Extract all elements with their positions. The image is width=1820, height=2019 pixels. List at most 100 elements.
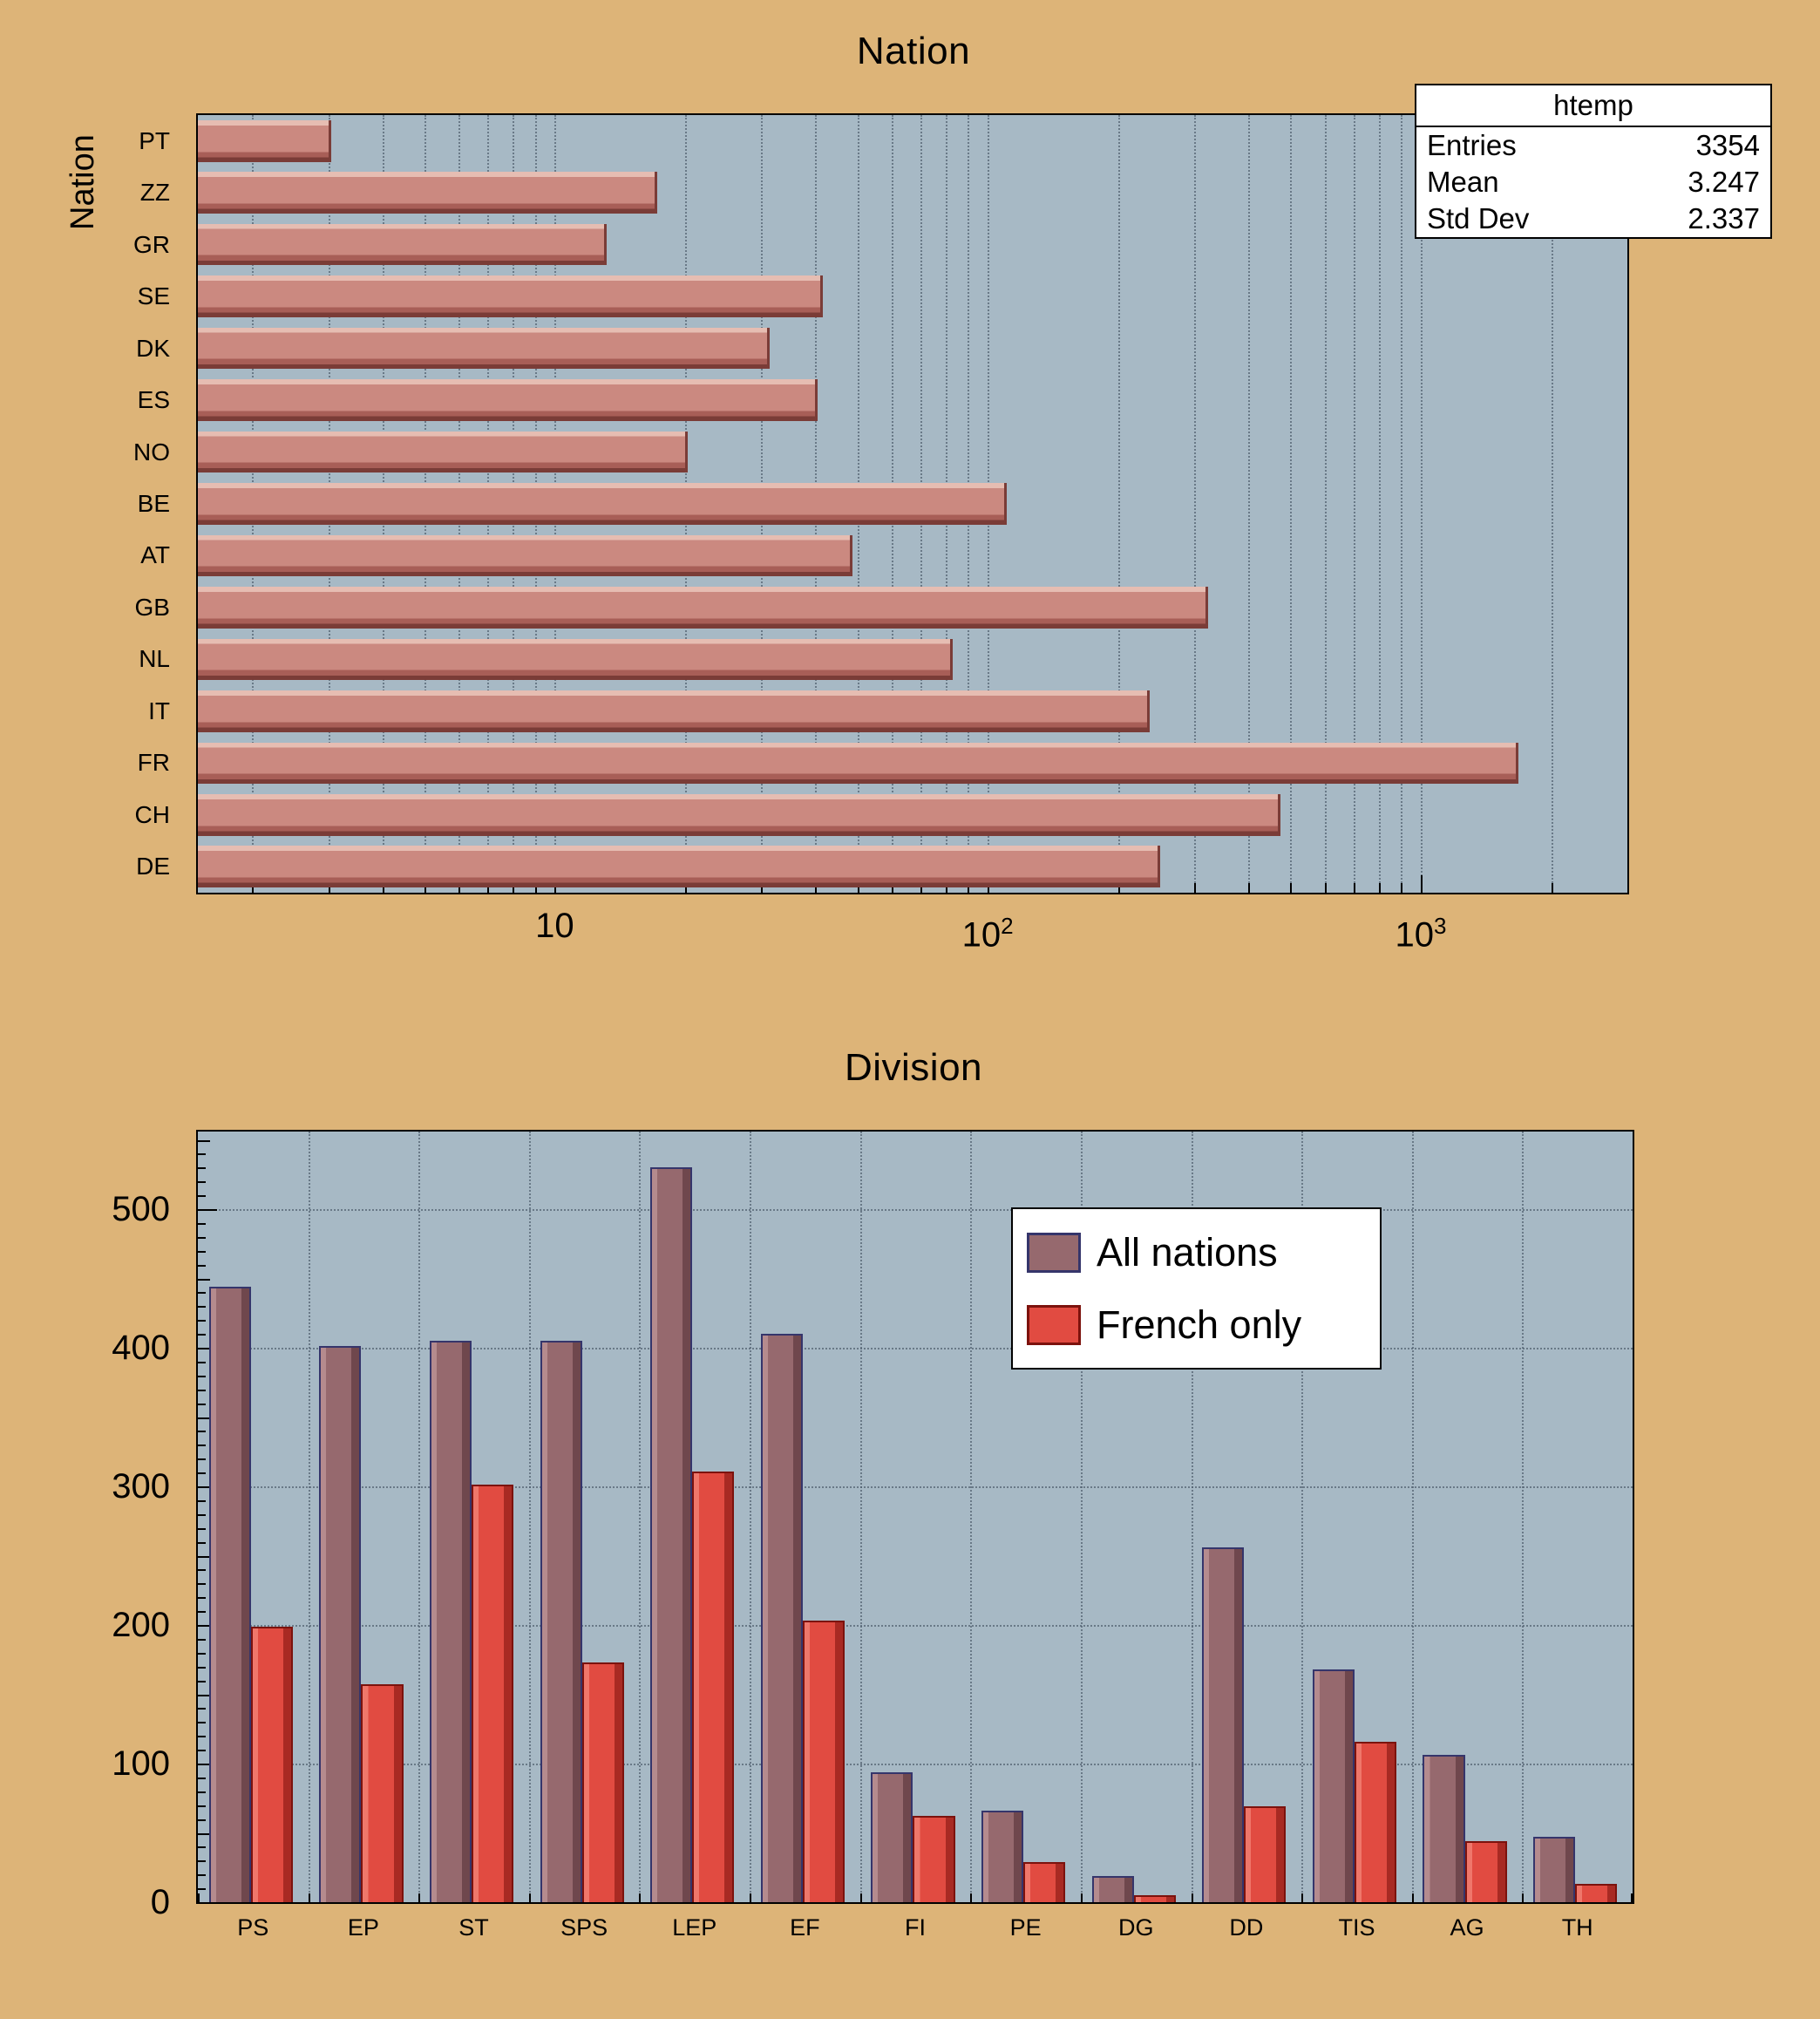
division-tick-label-dd: DD — [1229, 1914, 1264, 1941]
nation-bar-dk — [198, 327, 771, 370]
legend-entry-all-nations: All nations — [1013, 1229, 1380, 1275]
category-gridline — [1080, 1132, 1083, 1902]
legend: All nations French only — [1011, 1207, 1382, 1370]
y-axis-tick — [198, 1805, 206, 1807]
y-axis-tick — [198, 1306, 206, 1309]
y-axis-tick — [198, 1264, 206, 1267]
nation-tick-label-fr: FR — [137, 749, 170, 777]
nation-bar-ch — [198, 794, 1281, 836]
x-axis-tick — [487, 883, 490, 893]
y-gridline — [198, 1209, 1633, 1212]
all-nations-bar-ag — [1423, 1755, 1465, 1902]
y-axis-tick — [198, 1209, 217, 1212]
y-tick-label-300: 300 — [112, 1467, 170, 1506]
x-gridline — [1324, 115, 1327, 893]
x-axis-tick — [815, 883, 818, 893]
stats-label: Mean — [1427, 166, 1499, 198]
y-axis-tick — [198, 1250, 206, 1253]
y-axis-tick — [198, 1527, 206, 1530]
y-axis-tick — [198, 1888, 206, 1891]
y-axis-tick — [198, 1375, 206, 1377]
category-gridline — [1522, 1132, 1525, 1902]
x-axis-tick — [1411, 1893, 1414, 1902]
all-nations-bar-dg — [1091, 1875, 1134, 1902]
division-tick-label-fi: FI — [905, 1914, 926, 1941]
category-gridline — [859, 1132, 862, 1902]
x-gridline — [1401, 115, 1403, 893]
x-axis-tick — [857, 883, 859, 893]
y-axis-tick — [198, 1195, 206, 1198]
stats-row-std-dev: Std Dev 2.337 — [1416, 201, 1770, 237]
category-gridline — [639, 1132, 642, 1902]
nation-bar-gr — [198, 223, 607, 266]
y-axis-tick — [198, 1348, 217, 1350]
x-axis-tick — [859, 1893, 862, 1902]
x-axis-tick — [750, 1893, 752, 1902]
nation-tick-label-gb: GB — [134, 593, 170, 621]
x-axis-tick — [458, 883, 461, 893]
category-gridline — [528, 1132, 531, 1902]
y-axis-tick — [198, 1486, 217, 1489]
x-gridline — [1551, 115, 1553, 893]
x-axis-tick — [1324, 883, 1327, 893]
nation-bar-de — [198, 846, 1161, 888]
x-axis-tick — [1401, 883, 1403, 893]
nation-tick-label-de: DE — [136, 853, 170, 880]
french-only-swatch — [1027, 1304, 1081, 1345]
y-axis-tick — [198, 1445, 206, 1447]
nation-tick-label-nl: NL — [139, 645, 170, 673]
legend-label-french-only: French only — [1097, 1302, 1302, 1347]
stats-row-mean: Mean 3.247 — [1416, 164, 1770, 201]
x-axis-tick — [1301, 1893, 1304, 1902]
stats-box: htemp Entries 3354 Mean 3.247 Std Dev 2.337 — [1415, 84, 1772, 239]
y-axis-tick — [198, 1583, 206, 1586]
division-tick-label-th: TH — [1561, 1914, 1593, 1941]
y-axis-tick — [198, 1818, 206, 1821]
category-gridline — [1301, 1132, 1304, 1902]
nation-tick-label-it: IT — [148, 697, 170, 724]
x-tick-label-10: 10 — [535, 907, 574, 945]
x-axis-tick — [920, 883, 923, 893]
stats-box-rows: Entries 3354 Mean 3.247 Std Dev 2.337 — [1416, 127, 1770, 237]
division-tick-label-tis: TIS — [1338, 1914, 1375, 1941]
y-axis-tick — [198, 1555, 210, 1558]
y-axis-tick — [198, 1472, 206, 1475]
all-nations-bar-sps — [540, 1341, 582, 1902]
y-axis-tick — [198, 1458, 206, 1461]
french-only-bar-th — [1575, 1884, 1618, 1902]
x-axis-tick — [1631, 1893, 1633, 1902]
x-axis-tick — [970, 1893, 973, 1902]
nation-bar-nl — [198, 638, 954, 681]
stats-box-title: htemp — [1416, 85, 1770, 127]
category-gridline — [970, 1132, 973, 1902]
x-gridline — [1290, 115, 1293, 893]
x-gridline — [1420, 115, 1423, 893]
x-axis-tick — [252, 883, 255, 893]
x-axis-tick — [891, 883, 893, 893]
all-nations-bar-ps — [208, 1287, 251, 1902]
division-tick-label-st: ST — [458, 1914, 489, 1941]
nation-chart-title: Nation — [856, 30, 971, 72]
division-tick-label-sps: SPS — [560, 1914, 608, 1941]
nation-tick-label-es: ES — [137, 386, 170, 414]
legend-label-all-nations: All nations — [1097, 1229, 1278, 1275]
x-axis-tick — [424, 883, 426, 893]
french-only-bar-ep — [361, 1684, 404, 1902]
division-tick-label-ps: PS — [237, 1914, 269, 1941]
french-only-bar-st — [472, 1485, 514, 1902]
french-only-bar-dd — [1244, 1806, 1287, 1902]
all-nations-swatch — [1027, 1232, 1081, 1273]
x-axis-tick — [513, 883, 515, 893]
stats-label: Std Dev — [1427, 202, 1530, 235]
y-axis-tick — [198, 1167, 206, 1170]
y-axis-tick — [198, 1694, 210, 1696]
nation-bar-pt — [198, 119, 331, 162]
y-axis-tick — [198, 1403, 206, 1405]
y-tick-label-100: 100 — [112, 1744, 170, 1783]
y-axis-tick — [198, 1499, 206, 1502]
x-axis-tick — [1522, 1893, 1525, 1902]
x-axis-tick — [382, 883, 384, 893]
all-nations-bar-lep — [650, 1167, 693, 1902]
y-tick-label-500: 500 — [112, 1190, 170, 1229]
